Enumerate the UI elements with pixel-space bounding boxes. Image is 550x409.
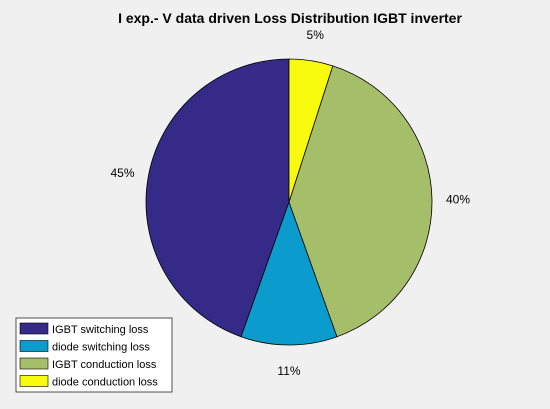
pie-slice-3 (288, 58, 334, 203)
slice-label-0: 45% (110, 166, 134, 180)
legend-entry-0: IGBT switching loss (52, 324, 149, 336)
legend-swatch-1 (19, 340, 49, 352)
chart-title: I exp.- V data driven Loss Distribution … (118, 10, 462, 26)
slice-label-1: 11% (277, 364, 300, 378)
legend-swatch-0 (19, 322, 49, 335)
pie-labels: 45% 11% 40% 5% (110, 28, 470, 378)
legend: IGBT switching loss diode switching loss I… (15, 317, 173, 393)
slice-label-3: 5% (307, 28, 325, 42)
legend-entry-2: IGBT conduction loss (52, 359, 157, 371)
slice-label-2: 40% (446, 192, 470, 206)
legend-entry-3: diode conduction loss (52, 377, 158, 389)
pie-slice-2 (288, 65, 433, 338)
pie-slices (145, 58, 433, 346)
pie-slice-1 (240, 200, 338, 346)
legend-entry-1: diode switching loss (52, 342, 150, 354)
legend-swatch-3 (19, 375, 49, 387)
legend-swatch-2 (19, 357, 49, 370)
pie-slice-0 (145, 58, 290, 338)
